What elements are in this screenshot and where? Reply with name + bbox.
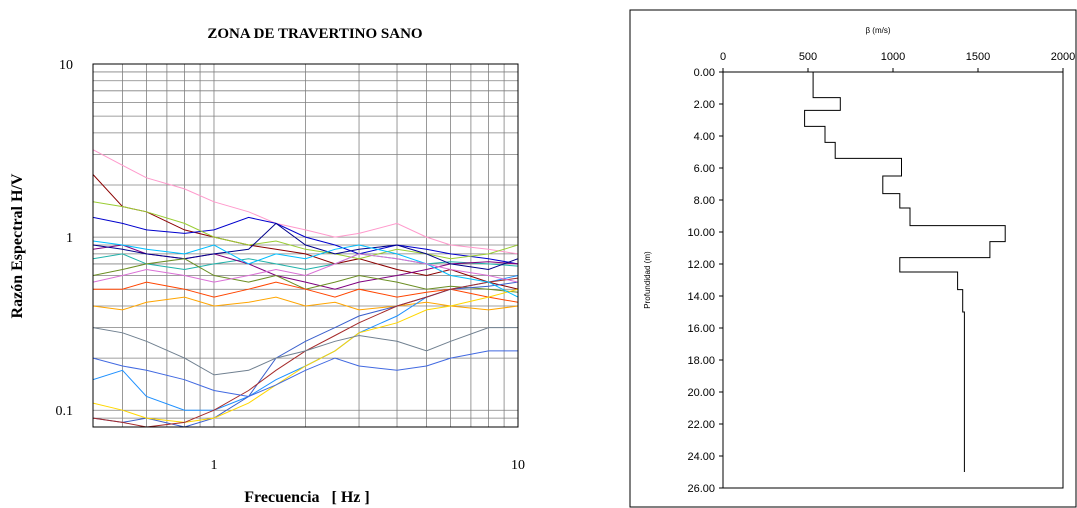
hv-y-tick-labels: 0.1 1 10 bbox=[56, 58, 74, 419]
profile-velocity-line bbox=[804, 72, 1006, 472]
profile-y-tick-label: 12.00 bbox=[687, 259, 715, 271]
hv-series-line-5 bbox=[93, 201, 518, 260]
profile-x-tick-label: 2000 bbox=[1051, 51, 1075, 63]
profile-y-tick-label: 16.00 bbox=[687, 323, 715, 335]
profile-y-tick-label: 26.00 bbox=[687, 483, 715, 495]
hv-series-line-18 bbox=[93, 253, 518, 283]
profile-x-tick-label: 500 bbox=[799, 51, 817, 63]
hv-y-axis-label: Razón Espectral H/V bbox=[9, 173, 26, 318]
profile-x-tick-label: 0 bbox=[720, 51, 726, 63]
hv-y-tick-label: 10 bbox=[59, 58, 73, 73]
profile-x-axis-title: β (m/s) bbox=[865, 26, 890, 35]
profile-y-tick-label: 22.00 bbox=[687, 419, 715, 431]
profile-y-tick-label: 14.00 bbox=[687, 291, 715, 303]
profile-y-tick-label: 6.00 bbox=[694, 163, 715, 175]
profile-y-tick-labels: 0.00 2.00 4.00 6.00 8.00 10.00 12.00 14.00 16.00… bbox=[687, 67, 723, 495]
profile-y-tick-label: 2.00 bbox=[694, 99, 715, 111]
profile-x-tick-label: 1500 bbox=[966, 51, 990, 63]
hv-series-line-15 bbox=[93, 327, 518, 376]
hv-chart-series bbox=[93, 149, 518, 427]
profile-x-tick-label: 1000 bbox=[881, 51, 905, 63]
profile-y-tick-label: 24.00 bbox=[687, 451, 715, 463]
hv-y-tick-label: 0.1 bbox=[56, 404, 74, 419]
hv-series-line-3 bbox=[93, 216, 518, 265]
velocity-profile-chart: β (m/s) 0 500 1000 1500 2000 0.00 2.00 4.00 6.0… bbox=[629, 9, 1077, 508]
profile-y-tick-label: 8.00 bbox=[694, 195, 715, 207]
hv-series-line-13 bbox=[93, 288, 518, 423]
hv-series-line-8 bbox=[93, 222, 518, 271]
hv-x-tick-labels: 1 10 bbox=[210, 458, 525, 473]
profile-y-axis-label: Profundidad (m) bbox=[643, 251, 652, 309]
profile-y-tick-label: 0.00 bbox=[694, 67, 715, 79]
hv-x-tick-label: 10 bbox=[511, 458, 525, 473]
hv-series-line-7 bbox=[93, 296, 518, 311]
profile-y-tick-label: 4.00 bbox=[694, 131, 715, 143]
hv-series-line-10 bbox=[93, 281, 518, 303]
profile-x-tick-labels: 0 500 1000 1500 2000 bbox=[720, 51, 1075, 72]
hv-x-axis-label: Frecuencia [ Hz ] bbox=[244, 489, 369, 506]
profile-y-tick-label: 10.00 bbox=[687, 227, 715, 239]
hv-series-line-4 bbox=[93, 253, 518, 271]
profile-plot-frame bbox=[722, 71, 1064, 489]
profile-outer-frame bbox=[629, 9, 1077, 508]
hv-series-line-2 bbox=[93, 149, 518, 255]
profile-y-tick-label: 20.00 bbox=[687, 387, 715, 399]
profile-y-tick-label: 18.00 bbox=[687, 355, 715, 367]
hv-y-tick-label: 1 bbox=[66, 231, 73, 246]
hv-series-line-16 bbox=[93, 350, 518, 398]
hv-series-line-17 bbox=[93, 240, 518, 298]
profile-series bbox=[804, 72, 1006, 472]
hv-ratio-chart: ZONA DE TRAVERTINO SANO 1 10 0.1 1 10 Frecu… bbox=[9, 26, 525, 506]
hv-plot-frame bbox=[92, 63, 519, 428]
hv-x-tick-label: 1 bbox=[210, 458, 217, 473]
hv-chart-title: ZONA DE TRAVERTINO SANO bbox=[207, 26, 422, 42]
